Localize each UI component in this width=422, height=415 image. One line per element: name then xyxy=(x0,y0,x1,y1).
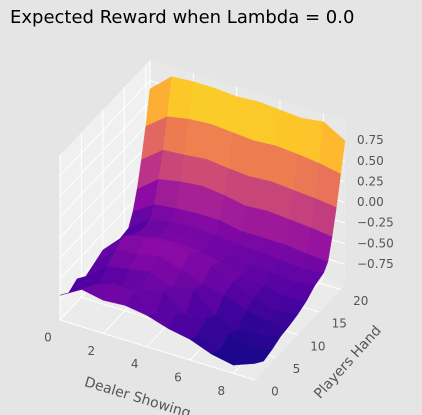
x-tick-label: 4 xyxy=(131,357,139,371)
x-tick-label: 2 xyxy=(88,344,96,358)
x-tick-label: 0 xyxy=(44,331,52,345)
surface-facet xyxy=(184,118,211,160)
y-tick-label: 10 xyxy=(310,339,325,353)
grid-line xyxy=(59,100,151,197)
surface-facet xyxy=(233,359,264,366)
chart-title: Expected Reward when Lambda = 0.0 xyxy=(10,7,354,28)
z-tick-label: −0.75 xyxy=(357,257,394,271)
y-tick-label: 15 xyxy=(332,317,347,331)
surface-facet xyxy=(188,81,216,125)
grid-line xyxy=(59,319,256,381)
y-tick-label: 5 xyxy=(293,362,301,376)
grid-line xyxy=(59,142,151,238)
surface-facet xyxy=(158,149,186,183)
surface-facet xyxy=(253,101,281,147)
surface-facet xyxy=(154,178,181,209)
x-tick-label: 6 xyxy=(174,371,182,385)
grid-line xyxy=(59,121,151,218)
z-tick-label: 0.50 xyxy=(357,154,384,168)
surface-facet xyxy=(249,140,276,182)
surface-facet xyxy=(162,116,190,156)
z-tick-label: 0.75 xyxy=(357,133,384,147)
z-tick-label: −0.50 xyxy=(357,236,394,250)
z-tick-label: 0.00 xyxy=(357,195,384,209)
z-tick-label: −0.25 xyxy=(357,216,394,230)
grid-line xyxy=(59,162,151,259)
z-tick-label: 0.25 xyxy=(357,174,384,188)
x-tick-label: 8 xyxy=(218,384,226,398)
surface-facet xyxy=(175,181,203,214)
surface-facet xyxy=(180,154,207,187)
surface-facet xyxy=(245,176,272,212)
y-tick-label: 20 xyxy=(353,294,368,308)
grid-line xyxy=(59,80,151,176)
y-tick-label: 0 xyxy=(271,385,279,399)
surface-facet xyxy=(167,76,194,120)
